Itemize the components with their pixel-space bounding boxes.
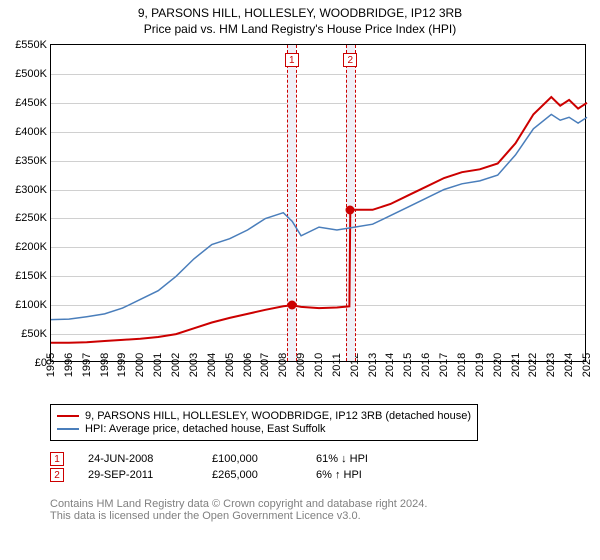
row-price: £100,000 — [212, 453, 292, 465]
chart-subtitle: Price paid vs. HM Land Registry's House … — [0, 20, 600, 36]
footer-line1: Contains HM Land Registry data © Crown c… — [50, 498, 427, 510]
y-tick-label: £400K — [15, 126, 47, 138]
row-badge: 2 — [50, 468, 64, 482]
row-date: 29-SEP-2011 — [88, 469, 188, 481]
table-row: 2 29-SEP-2011 £265,000 6% ↑ HPI — [50, 468, 368, 482]
footer: Contains HM Land Registry data © Crown c… — [50, 498, 427, 522]
series-hpi — [51, 114, 587, 319]
y-tick-label: £450K — [15, 97, 47, 109]
y-tick-label: £300K — [15, 184, 47, 196]
row-price: £265,000 — [212, 469, 292, 481]
row-diff: 6% ↑ HPI — [316, 469, 362, 481]
y-tick-label: £150K — [15, 270, 47, 282]
y-tick-label: £550K — [15, 39, 47, 51]
series-price_paid — [51, 97, 587, 343]
legend-row: 9, PARSONS HILL, HOLLESLEY, WOODBRIDGE, … — [57, 410, 471, 422]
row-diff: 61% ↓ HPI — [316, 453, 368, 465]
legend-row: HPI: Average price, detached house, East… — [57, 423, 471, 435]
plot-area: £0£50K£100K£150K£200K£250K£300K£350K£400… — [50, 44, 586, 362]
chart-container: 9, PARSONS HILL, HOLLESLEY, WOODBRIDGE, … — [0, 0, 600, 560]
series-layer — [51, 45, 587, 363]
transactions-table: 1 24-JUN-2008 £100,000 61% ↓ HPI 2 29-SEP-201… — [50, 450, 368, 484]
table-row: 1 24-JUN-2008 £100,000 61% ↓ HPI — [50, 452, 368, 466]
y-tick-label: £50K — [21, 328, 47, 340]
legend-label: 9, PARSONS HILL, HOLLESLEY, WOODBRIDGE, … — [85, 410, 471, 422]
legend-label: HPI: Average price, detached house, East… — [85, 423, 326, 435]
legend-swatch — [57, 428, 79, 430]
chart-title: 9, PARSONS HILL, HOLLESLEY, WOODBRIDGE, … — [0, 0, 600, 20]
legend: 9, PARSONS HILL, HOLLESLEY, WOODBRIDGE, … — [50, 404, 478, 441]
y-tick-label: £250K — [15, 212, 47, 224]
y-tick-label: £200K — [15, 241, 47, 253]
y-tick-label: £100K — [15, 299, 47, 311]
row-badge: 1 — [50, 452, 64, 466]
footer-line2: This data is licensed under the Open Gov… — [50, 510, 427, 522]
y-tick-label: £500K — [15, 68, 47, 80]
legend-swatch — [57, 415, 79, 417]
y-tick-label: £350K — [15, 155, 47, 167]
row-date: 24-JUN-2008 — [88, 453, 188, 465]
